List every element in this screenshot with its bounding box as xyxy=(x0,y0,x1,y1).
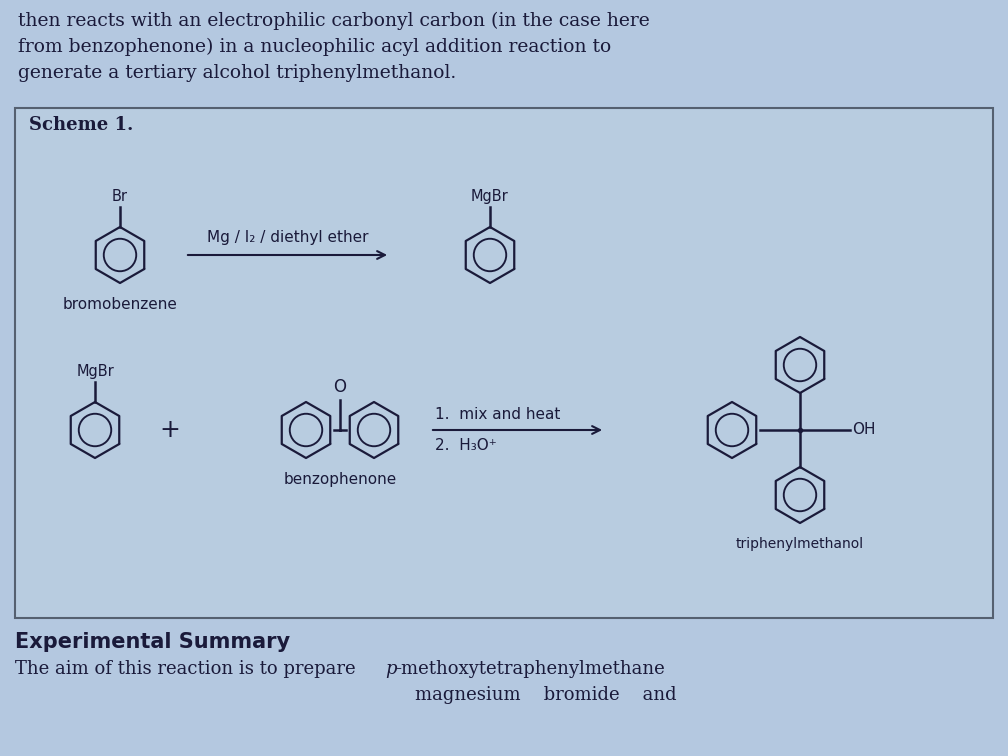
Text: Experimental Summary: Experimental Summary xyxy=(15,632,290,652)
Text: MgBr: MgBr xyxy=(471,189,509,204)
Text: OH: OH xyxy=(852,423,876,438)
Text: +: + xyxy=(159,418,180,442)
Text: MgBr: MgBr xyxy=(77,364,114,379)
Text: -methoxytetraphenylmethane: -methoxytetraphenylmethane xyxy=(395,660,664,678)
Bar xyxy=(15,108,993,618)
Text: p: p xyxy=(385,660,396,678)
Text: bromobenzene: bromobenzene xyxy=(62,297,177,312)
Text: 1.  mix and heat: 1. mix and heat xyxy=(435,407,560,422)
Text: then reacts with an electrophilic carbonyl carbon (in the case here: then reacts with an electrophilic carbon… xyxy=(18,12,650,30)
Text: benzophenone: benzophenone xyxy=(283,472,396,487)
Text: Mg / I₂ / diethyl ether: Mg / I₂ / diethyl ether xyxy=(207,230,368,245)
Text: triphenylmethanol: triphenylmethanol xyxy=(736,537,864,551)
Text: from benzophenone) in a nucleophilic acyl addition reaction to: from benzophenone) in a nucleophilic acy… xyxy=(18,38,611,56)
Text: generate a tertiary alcohol triphenylmethanol.: generate a tertiary alcohol triphenylmet… xyxy=(18,64,457,82)
Text: The aim of this reaction is to prepare: The aim of this reaction is to prepare xyxy=(15,660,362,678)
Text: magnesium    bromide    and: magnesium bromide and xyxy=(415,686,676,704)
Text: Scheme 1.: Scheme 1. xyxy=(29,116,133,134)
Text: O: O xyxy=(334,378,347,396)
Text: 2.  H₃O⁺: 2. H₃O⁺ xyxy=(435,438,497,453)
Text: Br: Br xyxy=(112,189,128,204)
